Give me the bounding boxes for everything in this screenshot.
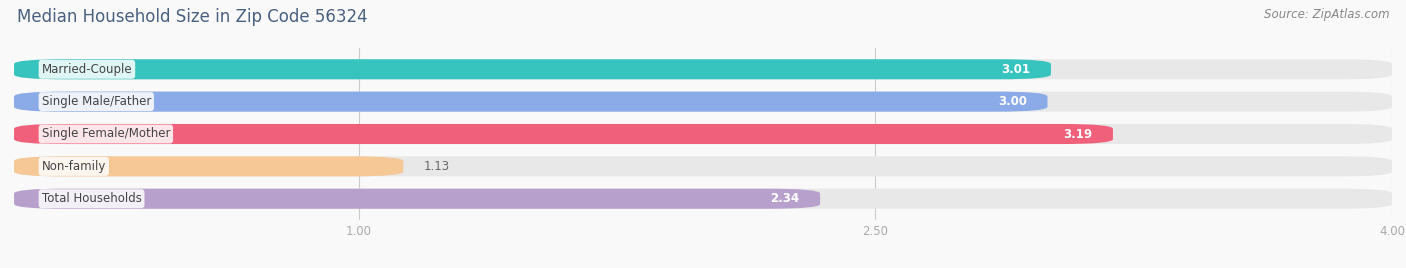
Text: 1.13: 1.13 xyxy=(425,160,450,173)
FancyBboxPatch shape xyxy=(14,92,1047,112)
Text: Non-family: Non-family xyxy=(42,160,105,173)
Text: Single Female/Mother: Single Female/Mother xyxy=(42,128,170,140)
FancyBboxPatch shape xyxy=(14,124,1114,144)
FancyBboxPatch shape xyxy=(14,59,1050,79)
FancyBboxPatch shape xyxy=(14,92,1392,112)
FancyBboxPatch shape xyxy=(14,189,1392,209)
Text: 3.19: 3.19 xyxy=(1063,128,1092,140)
FancyBboxPatch shape xyxy=(14,156,404,176)
Text: Median Household Size in Zip Code 56324: Median Household Size in Zip Code 56324 xyxy=(17,8,367,26)
Text: Married-Couple: Married-Couple xyxy=(42,63,132,76)
FancyBboxPatch shape xyxy=(14,189,820,209)
Text: Single Male/Father: Single Male/Father xyxy=(42,95,150,108)
FancyBboxPatch shape xyxy=(14,124,1392,144)
FancyBboxPatch shape xyxy=(14,59,1392,79)
Text: 2.34: 2.34 xyxy=(770,192,800,205)
Text: 3.01: 3.01 xyxy=(1001,63,1031,76)
Text: Source: ZipAtlas.com: Source: ZipAtlas.com xyxy=(1264,8,1389,21)
Text: 3.00: 3.00 xyxy=(998,95,1026,108)
FancyBboxPatch shape xyxy=(14,156,1392,176)
Text: Total Households: Total Households xyxy=(42,192,142,205)
